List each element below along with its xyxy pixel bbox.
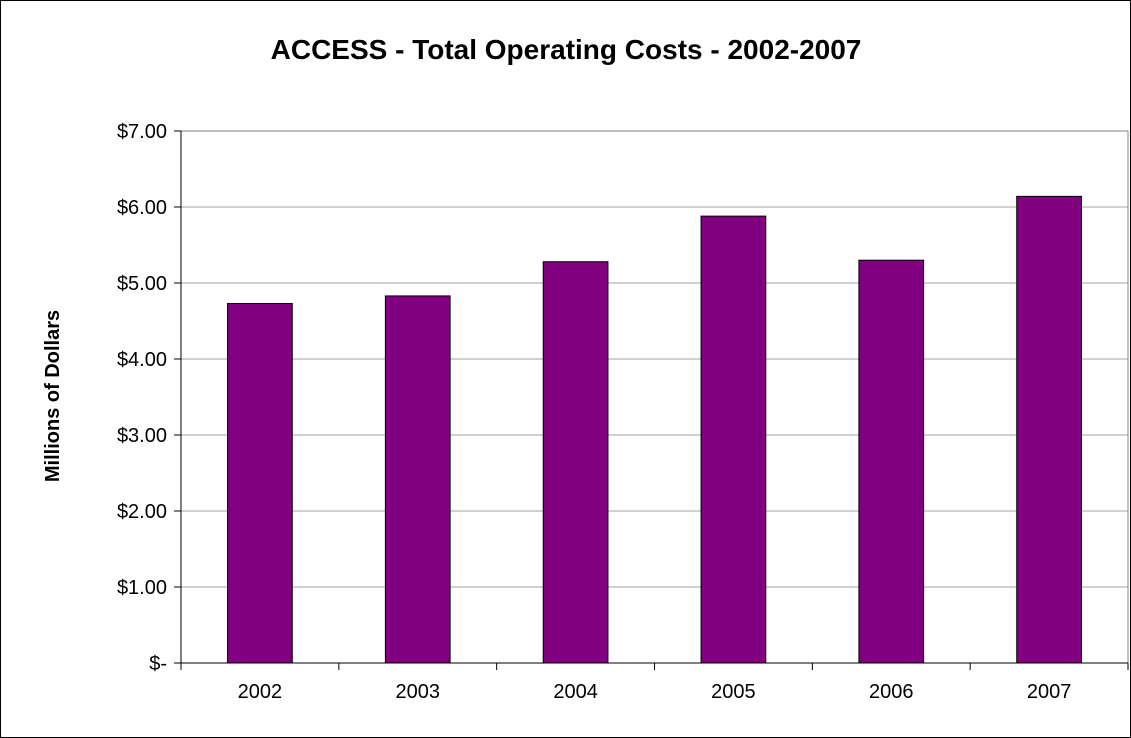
x-tick-label: 2003	[396, 681, 441, 703]
x-tick-label: 2005	[711, 681, 756, 703]
y-tick-label: $-	[149, 653, 167, 675]
y-tick-label: $1.00	[117, 577, 167, 599]
y-tick-label: $5.00	[117, 273, 167, 295]
chart-title: ACCESS - Total Operating Costs - 2002-20…	[271, 34, 862, 65]
bar	[1016, 195, 1082, 664]
x-tick-label: 2004	[553, 681, 598, 703]
y-axis-label: Millions of Dollars	[42, 310, 64, 482]
x-tick-label: 2006	[869, 681, 914, 703]
y-tick-label: $6.00	[117, 197, 167, 219]
bar	[858, 259, 925, 664]
plot-area: $- $1.00 $2.00 $3.00 $4.00 $5.00 $6.00 $7.00 200…	[117, 121, 1129, 703]
bar	[384, 295, 451, 664]
bar	[542, 261, 609, 664]
y-tick-label: $4.00	[117, 349, 167, 371]
x-tick-label: 2002	[238, 681, 283, 703]
bar	[227, 303, 293, 664]
bar	[700, 215, 767, 664]
y-tick-label: $3.00	[117, 425, 167, 447]
x-tick-label: 2007	[1027, 681, 1072, 703]
y-tick-label: $7.00	[117, 121, 167, 143]
y-tick-label: $2.00	[117, 501, 167, 523]
